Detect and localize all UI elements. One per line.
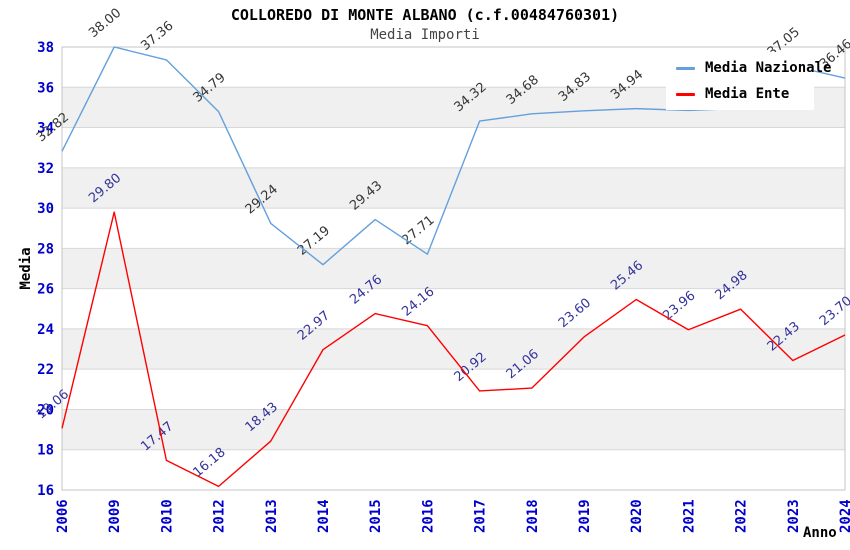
data-label-media-nazionale: 38.00	[86, 6, 124, 41]
legend-label-media-nazionale: Media Nazionale	[705, 60, 832, 76]
legend-item-media-nazionale: Media Nazionale	[676, 58, 831, 78]
series-line-media-ente	[61, 211, 846, 488]
band-row	[62, 328, 845, 370]
x-tick-label: 2018	[525, 499, 541, 533]
x-axis-title: Anno	[803, 525, 837, 541]
x-tick-label: 2020	[629, 499, 645, 533]
band-row	[62, 409, 845, 450]
x-tick-label: 2017	[473, 499, 489, 533]
y-axis-title: Media	[18, 247, 34, 289]
y-tick-label: 38	[37, 40, 54, 56]
plot-border	[61, 46, 846, 491]
x-tick-label: 2010	[159, 499, 175, 533]
y-tick-label: 30	[37, 201, 54, 217]
chart-subtitle: Media Importi	[370, 27, 480, 43]
x-tick-label: 2013	[264, 499, 280, 533]
x-tick-label: 2023	[786, 499, 802, 533]
y-tick-label: 24	[37, 322, 54, 338]
x-tick-label: 2015	[368, 499, 384, 533]
chart-title: COLLOREDO DI MONTE ALBANO (c.f.004847603…	[230, 6, 620, 24]
x-tick-label: 2021	[681, 499, 697, 533]
data-label-media-nazionale: 37.36	[138, 19, 176, 54]
x-tick-label: 2019	[577, 499, 593, 533]
y-tick-label: 34	[37, 121, 54, 137]
data-label-media-ente: 23.96	[660, 288, 698, 323]
y-tick-label: 26	[37, 282, 54, 298]
y-tick-label: 32	[37, 161, 54, 177]
y-tick-label: 20	[37, 402, 54, 418]
x-tick-label: 2016	[420, 499, 436, 533]
y-tick-label: 22	[37, 362, 54, 378]
x-tick-label: 2012	[212, 499, 228, 533]
x-tick-label: 2024	[838, 499, 850, 533]
legend: Media Nazionale Media Ente	[666, 52, 831, 110]
band-row	[62, 248, 845, 289]
blue-line-swatch-icon	[676, 66, 695, 70]
y-tick-label: 18	[37, 443, 54, 459]
data-label-media-ente: 24.16	[399, 284, 437, 319]
legend-item-media-ente: Media Ente	[676, 84, 814, 104]
x-tick-label: 2022	[734, 499, 750, 533]
y-tick-label: 36	[37, 80, 54, 96]
data-label-media-ente: 23.60	[556, 296, 594, 331]
x-tick-label: 2014	[316, 499, 332, 533]
x-tick-label: 2009	[107, 499, 123, 533]
red-line-swatch-icon	[676, 92, 695, 96]
legend-label-media-ente: Media Ente	[705, 86, 790, 102]
y-tick-label: 28	[37, 241, 54, 257]
x-tick-label: 2006	[55, 499, 71, 533]
y-tick-label: 16	[37, 483, 54, 499]
